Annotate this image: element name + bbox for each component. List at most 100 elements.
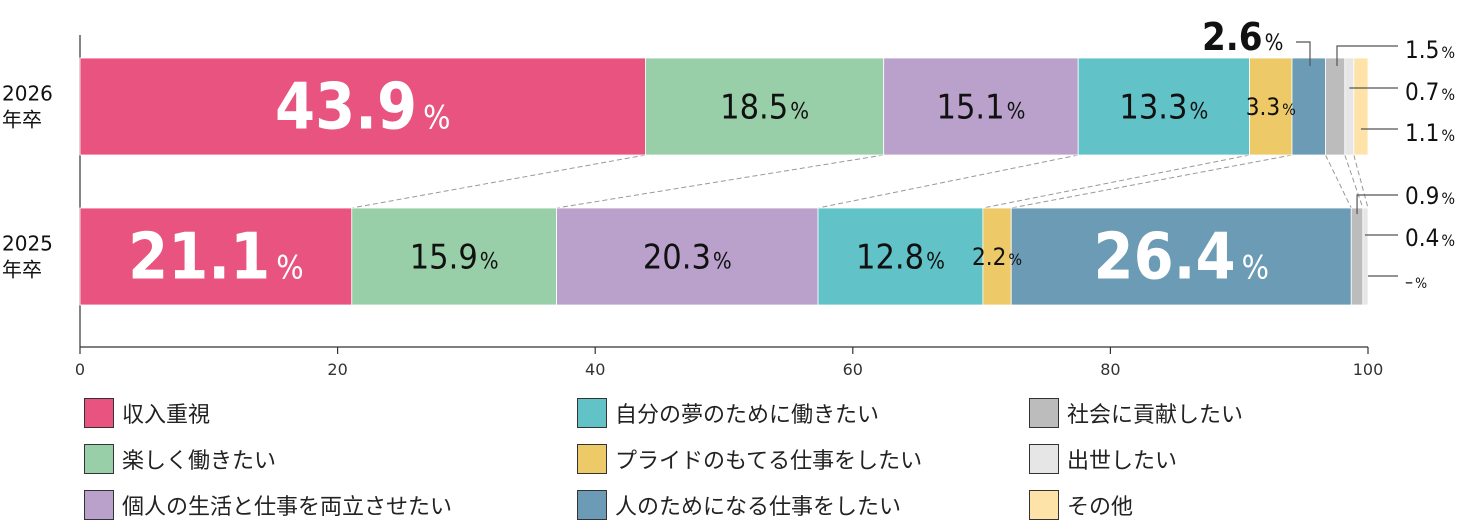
legend-swatch xyxy=(1029,444,1059,474)
data-label: 15.1% xyxy=(937,88,1026,128)
data-label-unit: % xyxy=(480,250,499,275)
data-label-unit: % xyxy=(1441,126,1455,145)
legend-swatch xyxy=(1029,398,1059,428)
x-tick-label: 40 xyxy=(585,360,605,379)
data-label: 21.1% xyxy=(128,221,303,295)
bar-segment xyxy=(982,207,1012,306)
data-label-unit: % xyxy=(1415,276,1427,292)
data-label-value: 2.6 xyxy=(1202,15,1263,59)
legend-item: 収入重視 xyxy=(84,398,210,428)
data-label: 0.4% xyxy=(1405,224,1455,252)
callout-leader xyxy=(1336,45,1398,66)
data-label-unit: % xyxy=(1007,100,1026,125)
legend-label: 社会に貢献したい xyxy=(1067,403,1244,428)
data-label: 0.7% xyxy=(1405,78,1455,106)
legend-label: 収入重視 xyxy=(122,403,211,428)
legend-item: 人のためになる仕事をしたい xyxy=(577,490,901,520)
connector-line xyxy=(1353,154,1369,209)
data-label-unit: % xyxy=(1441,43,1455,62)
data-label-value: 13.3 xyxy=(1119,88,1187,128)
data-label-unit: % xyxy=(1282,100,1296,119)
data-label: 20.3% xyxy=(643,238,732,278)
data-label: 1.1% xyxy=(1405,119,1455,147)
data-label-value: 21.1 xyxy=(128,221,270,295)
legend-item: 自分の夢のために働きたい xyxy=(577,398,879,428)
data-label: 2.2% xyxy=(972,243,1022,271)
legend-label: その他 xyxy=(1067,495,1134,520)
bar-segment xyxy=(1353,57,1369,156)
data-label-value: 0.7 xyxy=(1405,78,1439,106)
legend-label: 自分の夢のために働きたい xyxy=(615,403,880,428)
legend-label: 出世したい xyxy=(1067,449,1178,474)
bar-segment xyxy=(1350,207,1364,306)
connector-line xyxy=(1011,154,1293,209)
data-label-unit: % xyxy=(423,99,450,137)
bar-segment xyxy=(1291,57,1326,156)
bar-segment xyxy=(556,207,819,306)
data-label-value: – xyxy=(1405,272,1413,293)
data-label: 15.9% xyxy=(410,238,499,278)
data-label-unit: % xyxy=(713,250,732,275)
bar-segment xyxy=(1249,57,1293,156)
bar-segment xyxy=(79,207,353,306)
data-label-value: 12.8 xyxy=(856,238,924,278)
data-label-value: 15.9 xyxy=(410,238,478,278)
data-label-value: 0.4 xyxy=(1405,224,1439,252)
x-tick-label: 0 xyxy=(75,360,85,379)
data-label-value: 3.3 xyxy=(1246,93,1280,121)
bar-segment xyxy=(645,57,885,156)
bar-segment xyxy=(79,57,646,156)
data-label-unit: % xyxy=(1441,189,1455,208)
data-label-value: 15.1 xyxy=(937,88,1005,128)
connector-line xyxy=(556,154,884,209)
data-label-unit: % xyxy=(276,249,303,287)
legend-swatch xyxy=(577,490,607,520)
data-label-value: 43.9 xyxy=(275,71,417,145)
data-label: 13.3% xyxy=(1119,88,1208,128)
data-label-unit: % xyxy=(790,100,809,125)
legend-label: プライドのもてる仕事をしたい xyxy=(615,449,923,474)
data-label-unit: % xyxy=(1242,249,1269,287)
legend-swatch xyxy=(577,398,607,428)
data-label: 1.5% xyxy=(1405,36,1455,64)
legend-item: その他 xyxy=(1029,490,1133,520)
x-tick-label: 100 xyxy=(1353,360,1384,379)
legend-item: プライドのもてる仕事をしたい xyxy=(577,444,922,474)
bar-segment xyxy=(817,207,984,306)
connector-line xyxy=(351,154,646,209)
bar-segment xyxy=(1344,57,1355,156)
connector-line xyxy=(817,154,1079,209)
legend-swatch xyxy=(84,444,114,474)
data-label: 26.4% xyxy=(1094,221,1269,295)
legend-item: 社会に貢献したい xyxy=(1029,398,1243,428)
bar-segment xyxy=(1362,207,1369,306)
legend-swatch xyxy=(84,490,114,520)
x-tick-label: 60 xyxy=(843,360,863,379)
data-label-value: 20.3 xyxy=(643,238,711,278)
legend-swatch xyxy=(84,398,114,428)
category-label: 年卒 xyxy=(2,108,42,132)
x-tick-label: 80 xyxy=(1100,360,1120,379)
data-label: 18.5% xyxy=(720,88,809,128)
data-label-value: 0.9 xyxy=(1405,182,1439,210)
legend-item: 出世したい xyxy=(1029,444,1177,474)
data-label-unit: % xyxy=(1265,31,1284,56)
legend-label: 人のためになる仕事をしたい xyxy=(615,495,902,520)
legend-swatch xyxy=(577,444,607,474)
data-label-value: 1.5 xyxy=(1405,36,1439,64)
legend-label: 楽しく働きたい xyxy=(122,449,277,474)
data-label-value: 18.5 xyxy=(720,88,788,128)
connector-line xyxy=(1344,154,1364,209)
data-label: 2.6% xyxy=(1202,15,1283,59)
x-tick-label: 20 xyxy=(327,360,347,379)
data-label-value: 1.1 xyxy=(1405,119,1439,147)
category-label: 2026 xyxy=(2,82,53,106)
callout-leader xyxy=(1296,41,1311,66)
legend-label: 個人の生活と仕事を両立させたい xyxy=(122,495,453,520)
data-label-unit: % xyxy=(1441,231,1455,250)
data-label-value: 2.2 xyxy=(972,243,1006,271)
data-label-unit: % xyxy=(1189,100,1208,125)
data-label: 0.9% xyxy=(1405,182,1455,210)
legend-item: 楽しく働きたい xyxy=(84,444,276,474)
chart-legend: 収入重視楽しく働きたい個人の生活と仕事を両立させたい 自分の夢のために働きたいプラ… xyxy=(84,396,1454,526)
